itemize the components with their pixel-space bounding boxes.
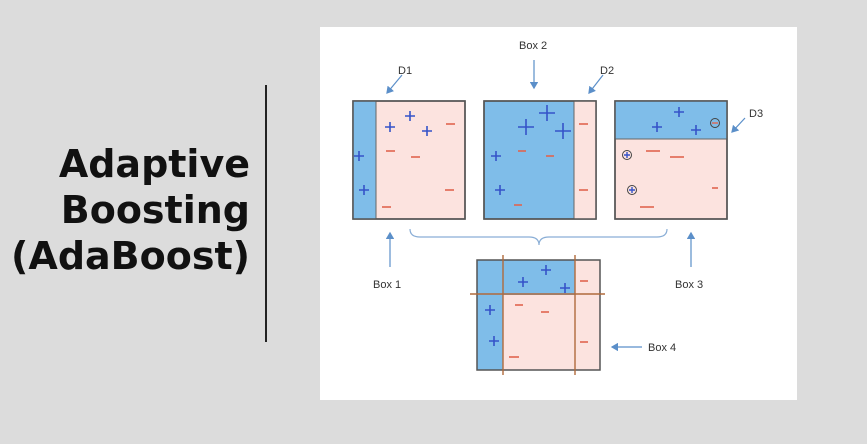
box-3-minus-signs bbox=[640, 150, 718, 208]
box-2 bbox=[483, 100, 597, 220]
slide-title: Adaptive Boosting (AdaBoost) bbox=[11, 141, 250, 279]
label-d3: D3 bbox=[749, 108, 763, 120]
box-4-plus-signs bbox=[485, 265, 570, 346]
d1-arrow bbox=[386, 74, 403, 94]
label-d1: D1 bbox=[398, 65, 412, 77]
box-2-plus-signs bbox=[491, 105, 571, 195]
title-line-2: Boosting bbox=[60, 188, 250, 232]
box-4 bbox=[470, 255, 605, 375]
box-1-plus-signs bbox=[354, 111, 432, 195]
label-box2: Box 2 bbox=[519, 40, 547, 52]
box-3 bbox=[614, 100, 728, 220]
adaboost-diagram: D1 Box 2 D2 D3 Box 1 Box 3 Box 4 bbox=[352, 40, 763, 375]
divider-line bbox=[265, 85, 267, 342]
box-1-minus-signs bbox=[382, 123, 455, 208]
box-4-decision-lines bbox=[470, 255, 605, 375]
box-3-plus-signs bbox=[652, 107, 701, 135]
box-1 bbox=[352, 100, 466, 220]
label-box1: Box 1 bbox=[373, 279, 401, 291]
label-d2: D2 bbox=[600, 65, 614, 77]
box-4-minus-signs bbox=[509, 280, 588, 358]
combine-bracket bbox=[409, 228, 668, 246]
d3-arrow bbox=[731, 117, 746, 133]
arrows bbox=[385, 60, 746, 352]
box-3-circled-signs bbox=[622, 118, 720, 195]
label-box4: Box 4 bbox=[648, 342, 676, 354]
d2-arrow bbox=[588, 74, 604, 94]
label-box3: Box 3 bbox=[675, 279, 703, 291]
title-line-1: Adaptive bbox=[58, 142, 250, 186]
diagram-panel: D1 Box 2 D2 D3 Box 1 Box 3 Box 4 bbox=[320, 27, 797, 400]
box-2-minus-signs bbox=[514, 123, 588, 206]
title-line-3: (AdaBoost) bbox=[11, 234, 250, 278]
